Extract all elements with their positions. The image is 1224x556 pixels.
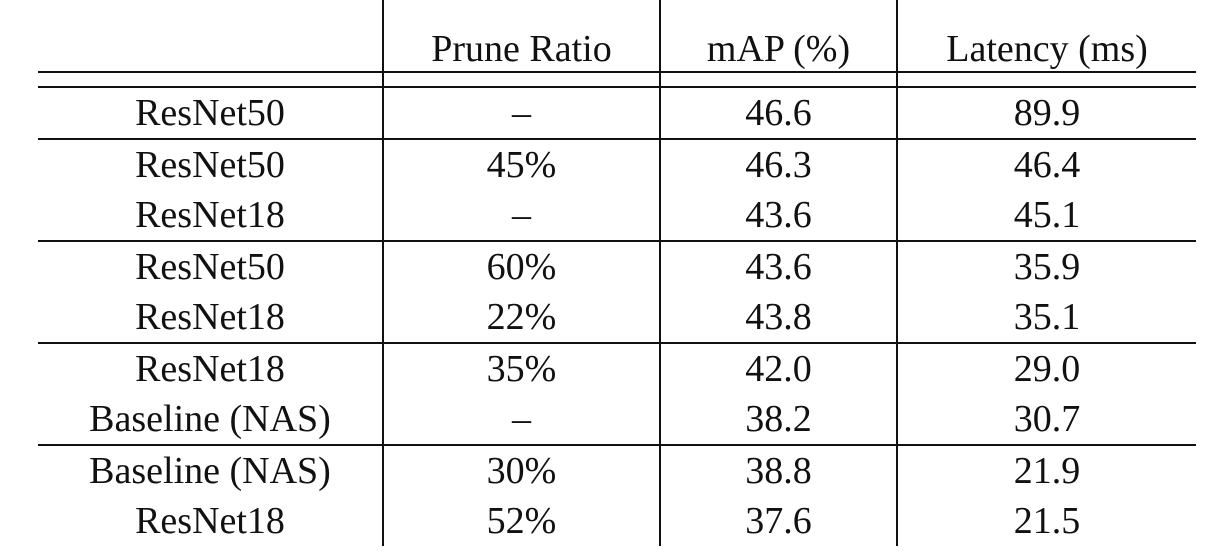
cell-model: Baseline (NAS) <box>38 444 383 496</box>
header-model <box>38 0 383 72</box>
cell-map: 38.8 <box>659 444 897 496</box>
cell-map: 43.6 <box>659 240 897 292</box>
header-map: mAP (%) <box>659 0 897 72</box>
cell-prune-ratio: 45% <box>382 138 660 190</box>
cell-prune-ratio: 30% <box>382 444 660 496</box>
cell-latency: 35.9 <box>896 240 1196 292</box>
cell-model: ResNet18 <box>135 194 285 236</box>
cell-latency: 30.7 <box>896 394 1196 445</box>
cell-map: 43.6 <box>659 190 897 241</box>
cell-prune-ratio: 60% <box>382 240 660 292</box>
cell-prune-ratio: 22% <box>382 292 660 343</box>
header-prune-ratio: Prune Ratio <box>382 0 660 72</box>
table-row: ResNet18 35% 42.0 29.0 <box>38 342 1196 394</box>
cell-prune-ratio: – <box>382 190 660 241</box>
table-body: ResNet50 – 46.6 89.9 ResNet50 45% 46.3 4… <box>38 72 1196 546</box>
cell-latency: 29.0 <box>896 342 1196 394</box>
results-table: Prune Ratio mAP (%) Latency (ms) ResNet5… <box>38 0 1196 546</box>
cell-prune-ratio: – <box>382 86 660 139</box>
cell-prune-ratio: 52% <box>382 496 660 546</box>
cell-map: 42.0 <box>659 342 897 394</box>
cell-model: Baseline (NAS) <box>89 398 331 440</box>
table-row: ResNet50 – 46.6 89.9 <box>38 86 1196 139</box>
cell-map: 43.8 <box>659 292 897 343</box>
cell-model: ResNet50 <box>38 86 383 139</box>
cell-model: ResNet50 <box>38 240 383 292</box>
cell-map: 38.2 <box>659 394 897 445</box>
cell-model: ResNet18 <box>38 342 383 394</box>
cell-model: ResNet18 <box>135 500 285 542</box>
cell-map: 46.6 <box>659 86 897 139</box>
cell-model: ResNet50 <box>38 138 383 190</box>
double-rule-gap <box>38 72 1196 87</box>
cell-latency: 89.9 <box>896 86 1196 139</box>
table-row: Baseline (NAS) 30% 38.8 21.9 <box>38 444 1196 496</box>
table-row: Baseline (NAS) – 38.2 30.7 <box>38 394 1196 445</box>
table-row: ResNet50 60% 43.6 35.9 <box>38 240 1196 292</box>
header-row: Prune Ratio mAP (%) Latency (ms) <box>38 0 1196 72</box>
table-row: ResNet18 22% 43.8 35.1 <box>38 292 1196 343</box>
cell-latency: 21.9 <box>896 444 1196 496</box>
table-row: ResNet18 52% 37.6 21.5 <box>38 496 1196 546</box>
cell-latency: 35.1 <box>896 292 1196 343</box>
cell-prune-ratio: 35% <box>382 342 660 394</box>
table-row: ResNet50 45% 46.3 46.4 <box>38 138 1196 190</box>
cell-latency: 21.5 <box>896 496 1196 546</box>
cell-map: 46.3 <box>659 138 897 190</box>
cell-prune-ratio: – <box>382 394 660 445</box>
cell-map: 37.6 <box>659 496 897 546</box>
cell-latency: 46.4 <box>896 138 1196 190</box>
results-table-container: Prune Ratio mAP (%) Latency (ms) ResNet5… <box>38 0 1196 546</box>
table-row: ResNet18 – 43.6 45.1 <box>38 190 1196 241</box>
header-latency: Latency (ms) <box>896 0 1196 72</box>
cell-model: ResNet18 <box>135 296 285 338</box>
cell-latency: 45.1 <box>896 190 1196 241</box>
